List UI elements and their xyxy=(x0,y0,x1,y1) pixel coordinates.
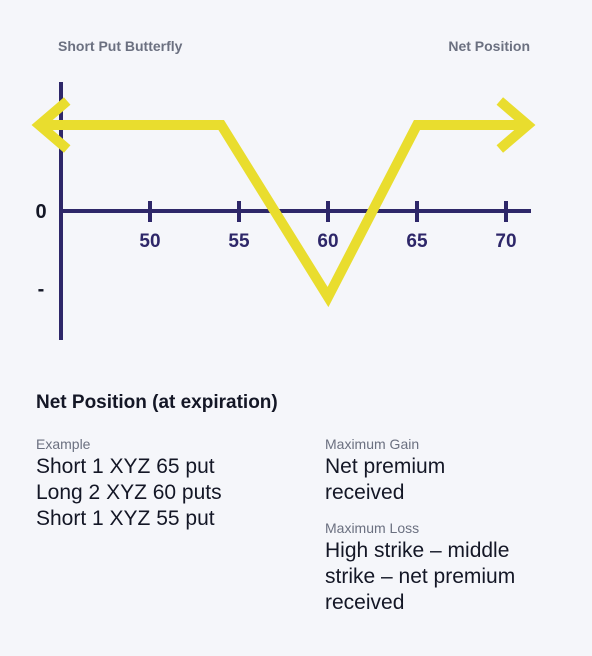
outcomes-block: Maximum Gain Net premium received Maximu… xyxy=(325,436,575,616)
payoff-line xyxy=(43,120,524,308)
max-loss-line: received xyxy=(325,591,405,614)
max-gain-line: received xyxy=(325,481,405,504)
y-label: - xyxy=(38,278,45,300)
x-tick-label: 55 xyxy=(228,231,250,252)
arrow-right-icon xyxy=(496,97,536,153)
max-gain-line: Net premium xyxy=(325,455,446,478)
chart-subtitle: Net Position xyxy=(448,38,530,54)
x-ticks: 50 55 60 65 70 xyxy=(139,201,517,252)
example-line: Short 1 XYZ 65 put xyxy=(36,455,215,478)
section-heading: Net Position (at expiration) xyxy=(36,392,278,413)
x-tick-label: 60 xyxy=(317,231,338,252)
y-labels: +0- xyxy=(35,115,47,300)
example-block: Example Short 1 XYZ 65 put Long 2 XYZ 60… xyxy=(36,436,296,532)
example-line: Short 1 XYZ 55 put xyxy=(36,507,215,530)
max-gain-label: Maximum Gain xyxy=(325,436,420,452)
max-loss-line: strike – net premium xyxy=(325,565,516,588)
chart-title: Short Put Butterfly xyxy=(58,38,183,54)
x-tick-label: 50 xyxy=(139,231,160,252)
arrow-left-icon xyxy=(31,97,71,153)
max-loss-line: High strike – middle xyxy=(325,539,510,562)
x-tick-label: 70 xyxy=(495,231,516,252)
max-loss-label: Maximum Loss xyxy=(325,520,420,536)
payoff-line-group xyxy=(31,97,536,308)
payoff-chart: 50 55 60 65 70 +0- xyxy=(31,82,536,340)
x-tick-label: 65 xyxy=(406,231,428,252)
y-label: 0 xyxy=(35,201,46,223)
example-label: Example xyxy=(36,436,91,452)
example-line: Long 2 XYZ 60 puts xyxy=(36,481,222,504)
